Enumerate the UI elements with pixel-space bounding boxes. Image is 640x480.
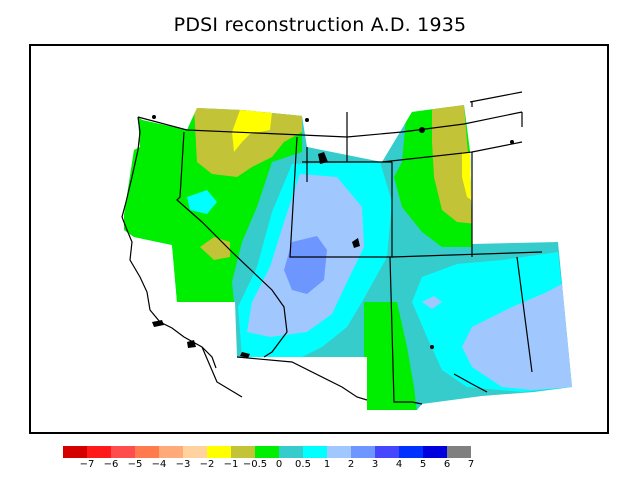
colorbar-tick-label: 7 (467, 459, 475, 470)
colorbar-tick-label: −6 (103, 459, 119, 470)
colorbar-swatch (327, 446, 351, 458)
colorbar-tick-label: 2 (347, 459, 355, 470)
colorbar-tick-label: 1 (323, 459, 331, 470)
colorbar (63, 446, 471, 458)
colorbar-tick-label: 0.5 (295, 459, 311, 470)
colorbar-swatch (63, 446, 87, 458)
fill-class-2-3-core (284, 236, 327, 294)
colorbar-swatch (159, 446, 183, 458)
fill-class-neg0.5-0-south (364, 302, 417, 410)
pacific-coastline (121, 116, 217, 369)
colorbar-labels: −7 −6 −5 −4 −3 −2 −1 −0.5 0 0.5 1 2 3 4 5 6 7 (0, 459, 640, 473)
colorbar-swatch (87, 446, 111, 458)
colorbar-tick-label: −7 (79, 459, 95, 470)
colorbar-swatch (303, 446, 327, 458)
fill-class-1-2-small (422, 296, 442, 309)
boundaries (121, 91, 543, 405)
pdsi-map (121, 91, 572, 410)
fill-class-neg1-neg0.5-north (194, 107, 302, 177)
fill-class-0.5-1-west (187, 190, 217, 214)
colorbar-swatch (375, 446, 399, 458)
colorbar-tick-label: −5 (127, 459, 143, 470)
map-frame (29, 44, 609, 434)
colorbar-swatch (351, 446, 375, 458)
colorbar-swatch (447, 446, 471, 458)
map-title: PDSI reconstruction A.D. 1935 (173, 14, 467, 36)
colorbar-swatch (135, 446, 159, 458)
colorbar-swatch (111, 446, 135, 458)
colorbar-swatch (423, 446, 447, 458)
colorbar-tick-label: −3 (175, 459, 191, 470)
state-lines-northeast (469, 91, 523, 153)
colorbar-swatch (231, 446, 255, 458)
colorbar-swatch (399, 446, 423, 458)
colorbar-swatch (207, 446, 231, 458)
colorbar-tick-label: −0.5 (242, 459, 268, 470)
fill-class-neg2-neg1-north (232, 110, 272, 152)
lakes-and-islands (152, 115, 514, 358)
colorbar-tick-label: −4 (151, 459, 167, 470)
colorbar-tick-label: 0 (275, 459, 283, 470)
colorbar-tick-label: 4 (395, 459, 403, 470)
pdsi-contour-fills (124, 105, 572, 410)
mexico-border (236, 356, 368, 401)
state-lines-central (289, 112, 393, 258)
colorbar-swatch (255, 446, 279, 458)
baja-coast (201, 346, 243, 398)
fill-class-1-2-southeast (462, 284, 572, 390)
colorbar-swatch (279, 446, 303, 458)
colorbar-tick-label: 5 (419, 459, 427, 470)
fill-class-neg1-neg0.5-northeast (432, 105, 477, 224)
colorbar-tick-label: −1 (223, 459, 239, 470)
colorbar-swatch (183, 446, 207, 458)
colorbar-tick-label: 3 (371, 459, 379, 470)
colorbar-tick-label: −2 (199, 459, 215, 470)
colorbar-tick-label: 6 (443, 459, 451, 470)
state-lines-west (176, 131, 288, 358)
